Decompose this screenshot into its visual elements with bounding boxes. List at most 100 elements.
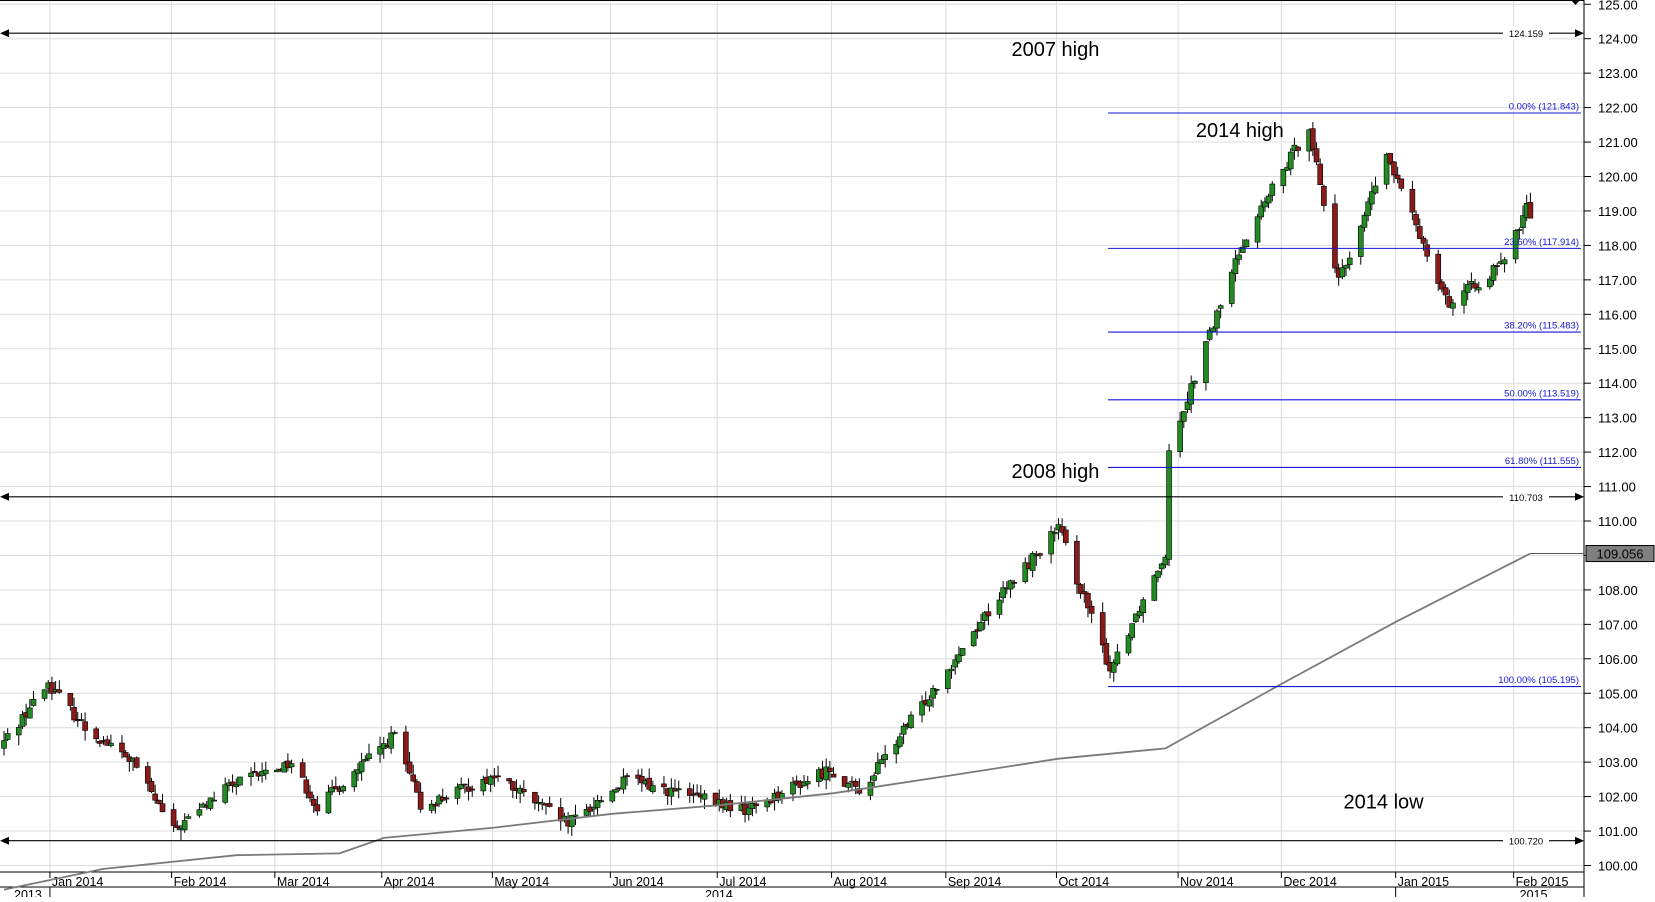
candle-body: [1332, 203, 1338, 269]
candle-body: [945, 669, 951, 690]
candle-body: [181, 820, 188, 831]
x-year-label: 2014: [705, 888, 733, 897]
candle-body: [1391, 161, 1397, 176]
candle-body: [827, 767, 833, 772]
candle-body: [1394, 174, 1401, 179]
candle-body: [237, 776, 243, 786]
candle-body: [108, 742, 114, 746]
chart-annotation: 2014 low: [1344, 792, 1425, 814]
candle-body: [1468, 281, 1475, 284]
x-tick-label: Apr 2014: [384, 875, 435, 889]
y-tick-label: 123.00: [1598, 66, 1638, 81]
y-tick-label: 105.00: [1598, 686, 1638, 701]
y-tick-label: 120.00: [1598, 170, 1638, 185]
candle-body: [222, 784, 229, 803]
candle-body: [1254, 216, 1261, 243]
y-tick-label: 114.00: [1598, 376, 1637, 391]
candle-body: [495, 775, 501, 778]
candle-body: [351, 771, 358, 788]
candle-body: [926, 699, 933, 707]
candle-body: [686, 788, 693, 796]
candle-body: [288, 763, 295, 768]
candle-body: [1188, 383, 1194, 405]
candle-body: [4, 733, 11, 740]
candle-body: [67, 693, 74, 706]
candle-body: [1166, 450, 1172, 560]
candle-body: [583, 809, 590, 816]
candle-body: [133, 757, 140, 768]
y-tick-label: 108.00: [1598, 583, 1638, 598]
candle-body: [207, 797, 214, 809]
candle-body: [959, 648, 966, 656]
x-tick-label: Nov 2014: [1180, 875, 1234, 889]
candle-body: [613, 789, 619, 793]
candle-body: [432, 804, 439, 807]
candle-body: [56, 689, 63, 693]
candle-body: [414, 781, 420, 793]
candle-body: [1133, 613, 1139, 622]
candle-body: [144, 766, 151, 784]
scroll-marker-icon: [1571, 0, 1580, 5]
y-tick-label: 106.00: [1598, 652, 1638, 667]
arrow-left-icon: [0, 836, 9, 845]
candle-body: [609, 790, 616, 802]
candle-body: [557, 807, 564, 822]
candle-body: [745, 807, 752, 815]
candle-body: [428, 803, 435, 811]
candle-body: [996, 599, 1003, 615]
candle-body: [30, 698, 37, 706]
candle-body: [1029, 553, 1036, 571]
candle-body: [690, 793, 697, 796]
candle-body: [333, 786, 339, 790]
candle-body: [1007, 580, 1014, 590]
y-tick-label: 103.00: [1598, 755, 1638, 770]
candle-body: [804, 781, 811, 785]
candle-body: [19, 714, 26, 727]
candle-body: [1184, 401, 1191, 411]
candle-body: [1022, 562, 1029, 582]
candle-body: [119, 742, 125, 753]
candle-body: [392, 732, 398, 734]
candle-body: [1125, 635, 1132, 654]
candle-body: [1310, 128, 1316, 151]
y-tick-label: 101.00: [1598, 824, 1638, 839]
candle-body: [790, 781, 796, 795]
candle-body: [981, 612, 988, 621]
y-tick-label: 102.00: [1598, 790, 1638, 805]
candle-body: [229, 781, 236, 787]
candle-body: [1494, 265, 1500, 267]
candle-body: [591, 806, 597, 810]
candle-body: [661, 783, 667, 788]
candle-body: [871, 775, 877, 781]
y-tick-label: 118.00: [1598, 238, 1637, 253]
candle-body: [1387, 153, 1394, 164]
candle-body: [388, 732, 394, 749]
candle-body: [1085, 593, 1091, 609]
candle-body: [882, 754, 888, 760]
candle-body: [594, 800, 601, 808]
candle-body: [1472, 283, 1478, 289]
candle-body: [1114, 651, 1121, 665]
level-label-bg: [1503, 26, 1549, 41]
candle-body: [948, 668, 955, 672]
chart-annotation: 2007 high: [1012, 39, 1100, 61]
candle-body: [1512, 230, 1519, 260]
candle-body: [362, 759, 369, 762]
candle-body: [462, 783, 468, 786]
candle-body: [985, 611, 992, 617]
candle-body: [546, 803, 553, 807]
candle-body: [930, 688, 936, 699]
candle-body: [830, 773, 837, 778]
candle-body: [93, 728, 99, 740]
y-tick-label: 111.00: [1598, 480, 1636, 495]
candle-body: [727, 800, 734, 812]
candle-body: [185, 816, 192, 819]
candle-body: [1210, 327, 1217, 332]
x-tick-label: Jan 2014: [52, 875, 103, 889]
candle-body: [1295, 146, 1301, 151]
arrow-right-icon: [1575, 492, 1584, 501]
candle-body: [1501, 259, 1508, 265]
candle-body: [82, 721, 88, 731]
candle-body: [41, 689, 48, 699]
